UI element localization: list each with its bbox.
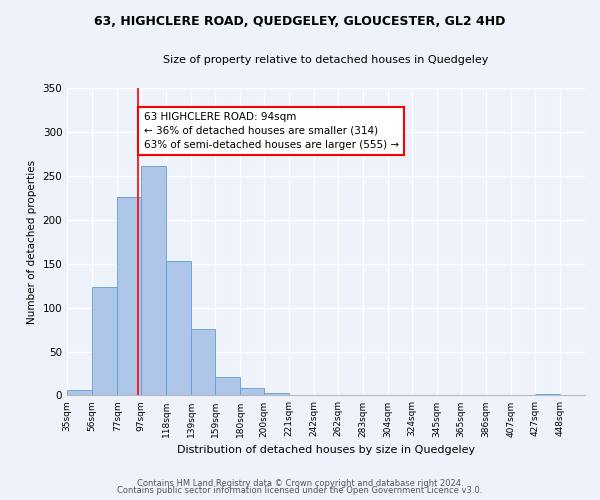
Title: Size of property relative to detached houses in Quedgeley: Size of property relative to detached ho…: [163, 55, 489, 65]
Bar: [141, 166, 166, 396]
Bar: [535, 394, 560, 396]
Bar: [215, 377, 240, 396]
Text: Contains public sector information licensed under the Open Government Licence v3: Contains public sector information licen…: [118, 486, 482, 495]
X-axis label: Distribution of detached houses by size in Quedgeley: Distribution of detached houses by size …: [177, 445, 475, 455]
Y-axis label: Number of detached properties: Number of detached properties: [27, 160, 37, 324]
Bar: [264, 393, 289, 396]
Bar: [191, 328, 215, 396]
Text: Contains HM Land Registry data © Crown copyright and database right 2024.: Contains HM Land Registry data © Crown c…: [137, 478, 463, 488]
Bar: [67, 390, 92, 396]
Bar: [240, 388, 264, 396]
Bar: [166, 261, 191, 396]
Bar: [314, 394, 338, 396]
Text: 63 HIGHCLERE ROAD: 94sqm
← 36% of detached houses are smaller (314)
63% of semi-: 63 HIGHCLERE ROAD: 94sqm ← 36% of detach…: [143, 112, 398, 150]
Bar: [92, 286, 117, 396]
Bar: [117, 197, 141, 396]
Text: 63, HIGHCLERE ROAD, QUEDGELEY, GLOUCESTER, GL2 4HD: 63, HIGHCLERE ROAD, QUEDGELEY, GLOUCESTE…: [94, 15, 506, 28]
